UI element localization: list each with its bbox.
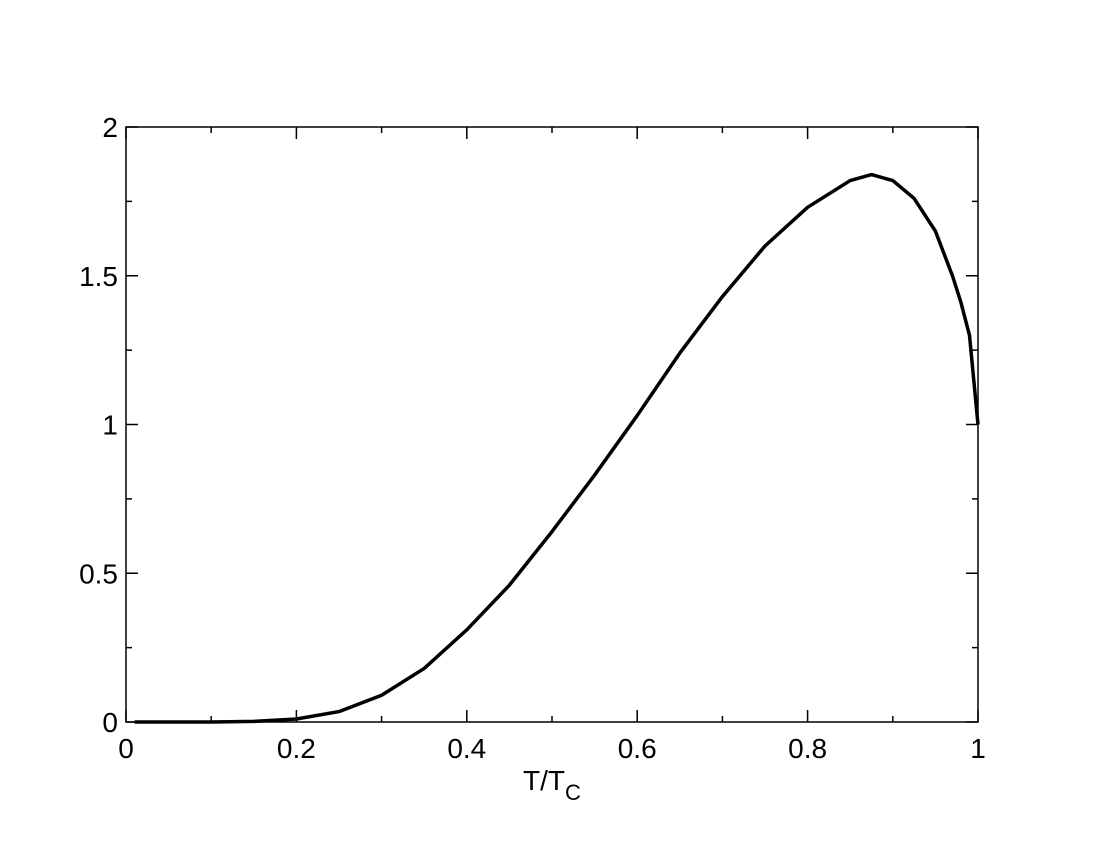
x-tick-label: 0.6 [618,733,657,764]
x-axis-label: T/TC [523,765,581,805]
plot-frame [125,126,979,723]
x-tick-label: 0.2 [277,733,316,764]
x-tick-label: 0 [118,733,134,764]
y-tick-label: 1.5 [79,261,118,292]
y-tick-label: 0 [102,707,118,738]
x-tick-label: 0.8 [788,733,827,764]
x-axis-label-subscript: C [565,780,581,805]
x-tick-label: 1 [970,733,986,764]
y-tick-label: 0.5 [79,558,118,589]
data-line [134,172,980,724]
y-tick-label: 2 [102,112,118,143]
x-axis-label-text: T/T [523,765,565,796]
y-tick-label: 1 [102,410,118,441]
x-tick-label: 0.4 [447,733,486,764]
